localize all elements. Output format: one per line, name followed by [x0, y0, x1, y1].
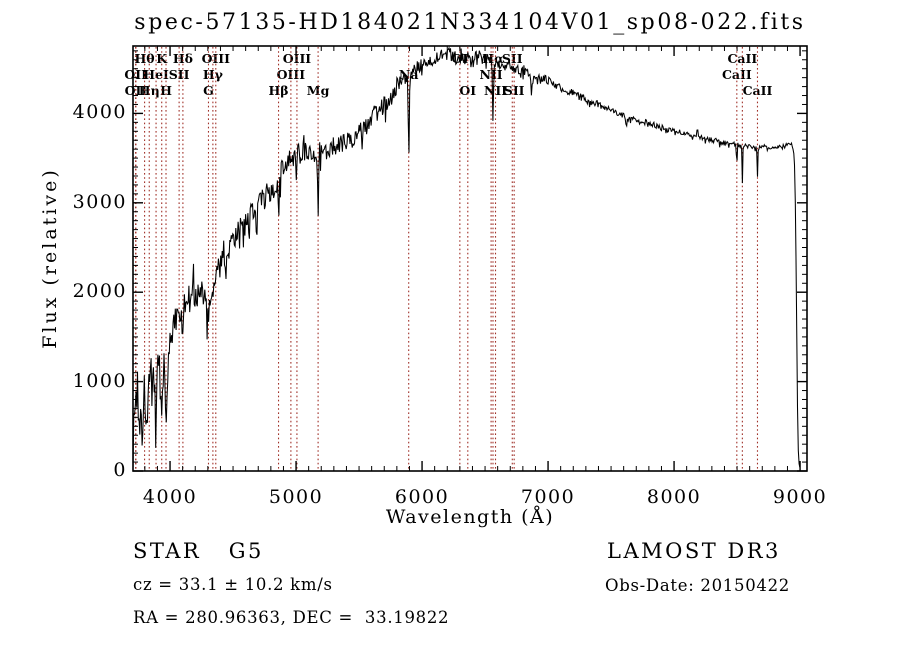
spectrum-curve — [133, 46, 801, 470]
spectral-line-label: OII — [124, 67, 147, 82]
plot-title: spec-57135-HD184021N334104V01_sp08-022.f… — [134, 10, 806, 35]
x-tick-label: 4000 — [142, 486, 198, 508]
spectral-line-label: Hγ — [202, 67, 223, 82]
x-tick-label: 8000 — [646, 486, 702, 508]
classification-text: STAR G5 — [133, 539, 264, 563]
obsdate-text: Obs-Date: 20150422 — [605, 576, 790, 595]
spectral-line-label: HeI — [143, 67, 169, 82]
spectral-line-label: SII — [168, 67, 190, 82]
spectral-line-label: Hδ — [172, 51, 193, 66]
y-tick-label: 3000 — [72, 190, 127, 213]
y-tick-label: 2000 — [72, 280, 127, 303]
y-tick-label: 0 — [113, 459, 127, 481]
x-axis-label: Wavelength (Å) — [385, 506, 555, 528]
x-tick-label: 9000 — [772, 486, 828, 508]
cz-text: cz = 33.1 ± 10.2 km/s — [133, 575, 333, 594]
y-tick-label: 4000 — [72, 101, 127, 124]
spectral-line-label: OIII — [282, 51, 312, 66]
spectral-line-label: NII — [479, 67, 503, 82]
spectral-line-label: OIII — [201, 51, 230, 66]
x-tick-label: 6000 — [394, 486, 450, 508]
x-tick-label: 7000 — [520, 486, 576, 508]
plot-frame — [132, 45, 808, 472]
y-tick-label: 1000 — [72, 369, 127, 392]
spectral-line-label: CaII — [721, 67, 752, 82]
spectral-line-label: Hθ — [134, 51, 155, 66]
x-tick-label: 5000 — [268, 486, 324, 508]
spectral-line-label: K — [156, 51, 168, 66]
survey-text: LAMOST DR3 — [607, 539, 781, 563]
spectral-line-label: OIII — [276, 67, 306, 82]
radec-text: RA = 280.96363, DEC = 33.19822 — [133, 608, 450, 627]
spectral-line-label: CaII — [727, 51, 758, 66]
spectral-line-label: SII — [501, 51, 523, 66]
